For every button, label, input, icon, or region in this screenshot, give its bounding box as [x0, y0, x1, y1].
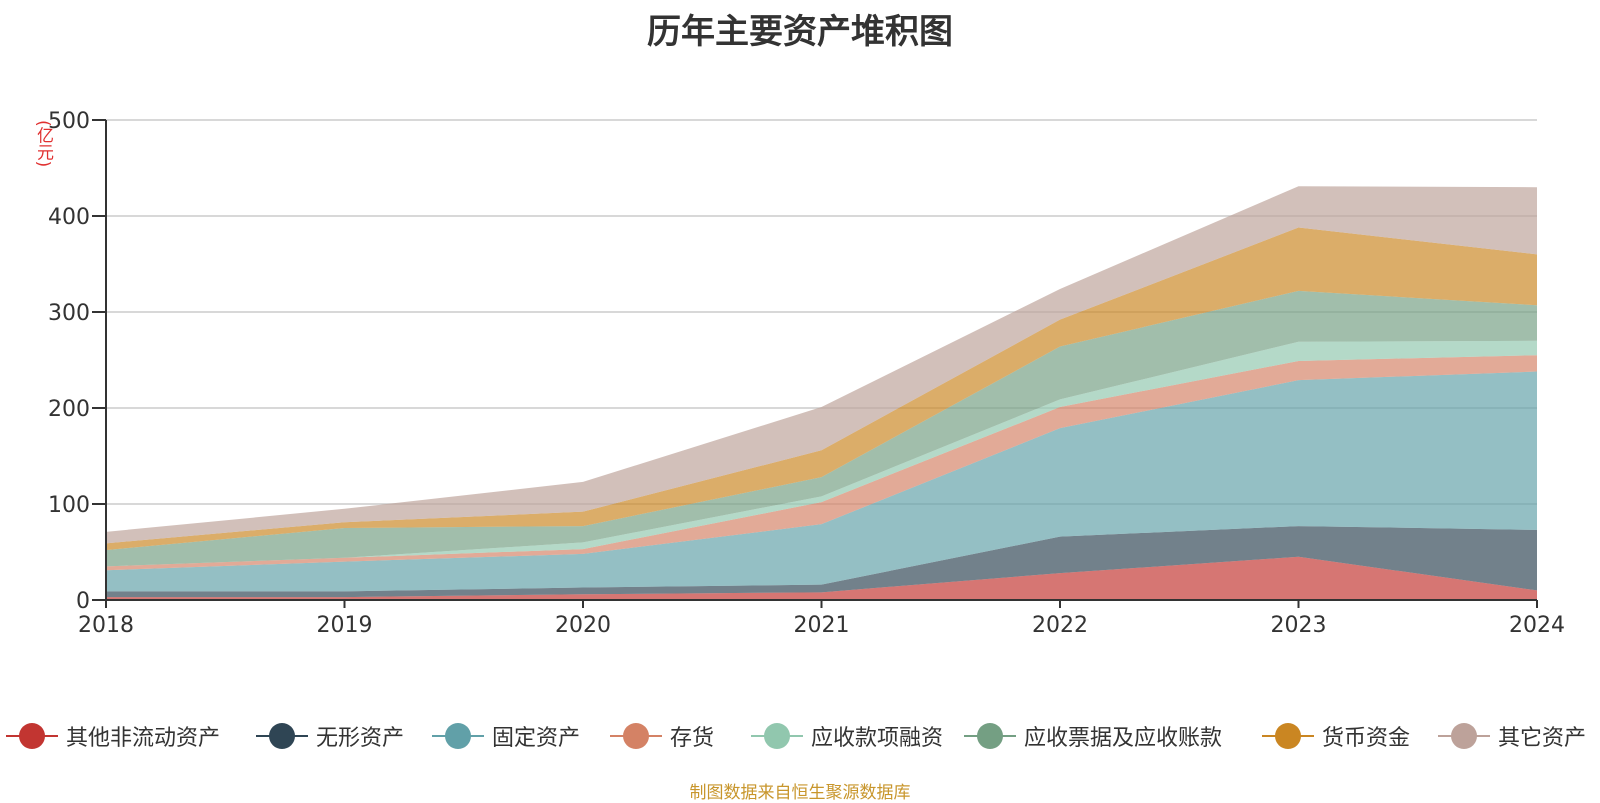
- legend-item[interactable]: 无形资产: [256, 718, 404, 754]
- legend-label: 固定资产: [492, 726, 581, 751]
- legend: 其他非流动资产 无形资产 固定资产 存货 应收款项融资 应收票据及应收账款 货币资金 其它资产: [0, 718, 1600, 754]
- chart-title: 历年主要资产堆积图: [647, 12, 953, 52]
- x-tick-label: 2018: [78, 613, 134, 638]
- x-tick-label: 2022: [1032, 613, 1088, 638]
- area-series-0: [106, 556, 1537, 600]
- legend-label: 无形资产: [316, 726, 405, 751]
- y-tick-label: 200: [48, 397, 90, 422]
- legend-label: 其他非流动资产: [66, 726, 221, 751]
- area-series-7: [106, 186, 1537, 544]
- legend-marker-icon: [1262, 722, 1314, 750]
- x-tick-label: 2024: [1509, 613, 1565, 638]
- legend-marker-icon: [751, 722, 803, 750]
- legend-marker-icon: [1438, 722, 1490, 750]
- legend-item[interactable]: 应收票据及应收账款: [964, 718, 1222, 754]
- y-tick-label: 500: [48, 109, 90, 134]
- legend-label: 货币资金: [1322, 726, 1411, 751]
- area-series-6: [106, 227, 1537, 551]
- x-tick-label: 2019: [317, 613, 373, 638]
- stacked-area-chart: 0 100 200 300 400 500 2018 2019 2020 2021 2022 2023…: [48, 109, 1565, 638]
- legend-item[interactable]: 货币资金: [1262, 718, 1410, 754]
- y-tick-label: 300: [48, 301, 90, 326]
- y-tick-label: 0: [76, 589, 90, 614]
- x-tick-label: 2021: [794, 613, 850, 638]
- axes: 0 100 200 300 400 500 2018 2019 2020 2021 2022 2023…: [48, 109, 1565, 638]
- x-tick-label: 2023: [1271, 613, 1327, 638]
- source-note: 制图数据来自恒生聚源数据库: [689, 783, 911, 803]
- legend-marker-icon: [964, 722, 1016, 750]
- area-series: [106, 186, 1537, 600]
- legend-marker-icon: [256, 722, 308, 750]
- legend-item[interactable]: 固定资产: [432, 718, 580, 754]
- y-tick-label: 100: [48, 493, 90, 518]
- legend-marker-icon: [432, 722, 484, 750]
- legend-label: 其它资产: [1498, 726, 1587, 751]
- legend-item[interactable]: 其它资产: [1438, 718, 1586, 754]
- legend-label: 应收款项融资: [811, 726, 944, 751]
- y-tick-label: 400: [48, 205, 90, 230]
- area-series-2: [106, 371, 1537, 592]
- x-tick-label: 2020: [555, 613, 611, 638]
- y-axis-unit-label: (亿元): [33, 120, 53, 168]
- legend-marker-icon: [610, 722, 662, 750]
- legend-label: 应收票据及应收账款: [1024, 726, 1223, 751]
- legend-marker-icon: [6, 722, 58, 750]
- legend-item[interactable]: 其他非流动资产: [6, 718, 220, 754]
- legend-label: 存货: [670, 726, 715, 751]
- legend-item[interactable]: 应收款项融资: [751, 718, 943, 754]
- area-series-1: [106, 526, 1537, 598]
- legend-item[interactable]: 存货: [610, 718, 714, 754]
- area-series-5: [106, 290, 1537, 567]
